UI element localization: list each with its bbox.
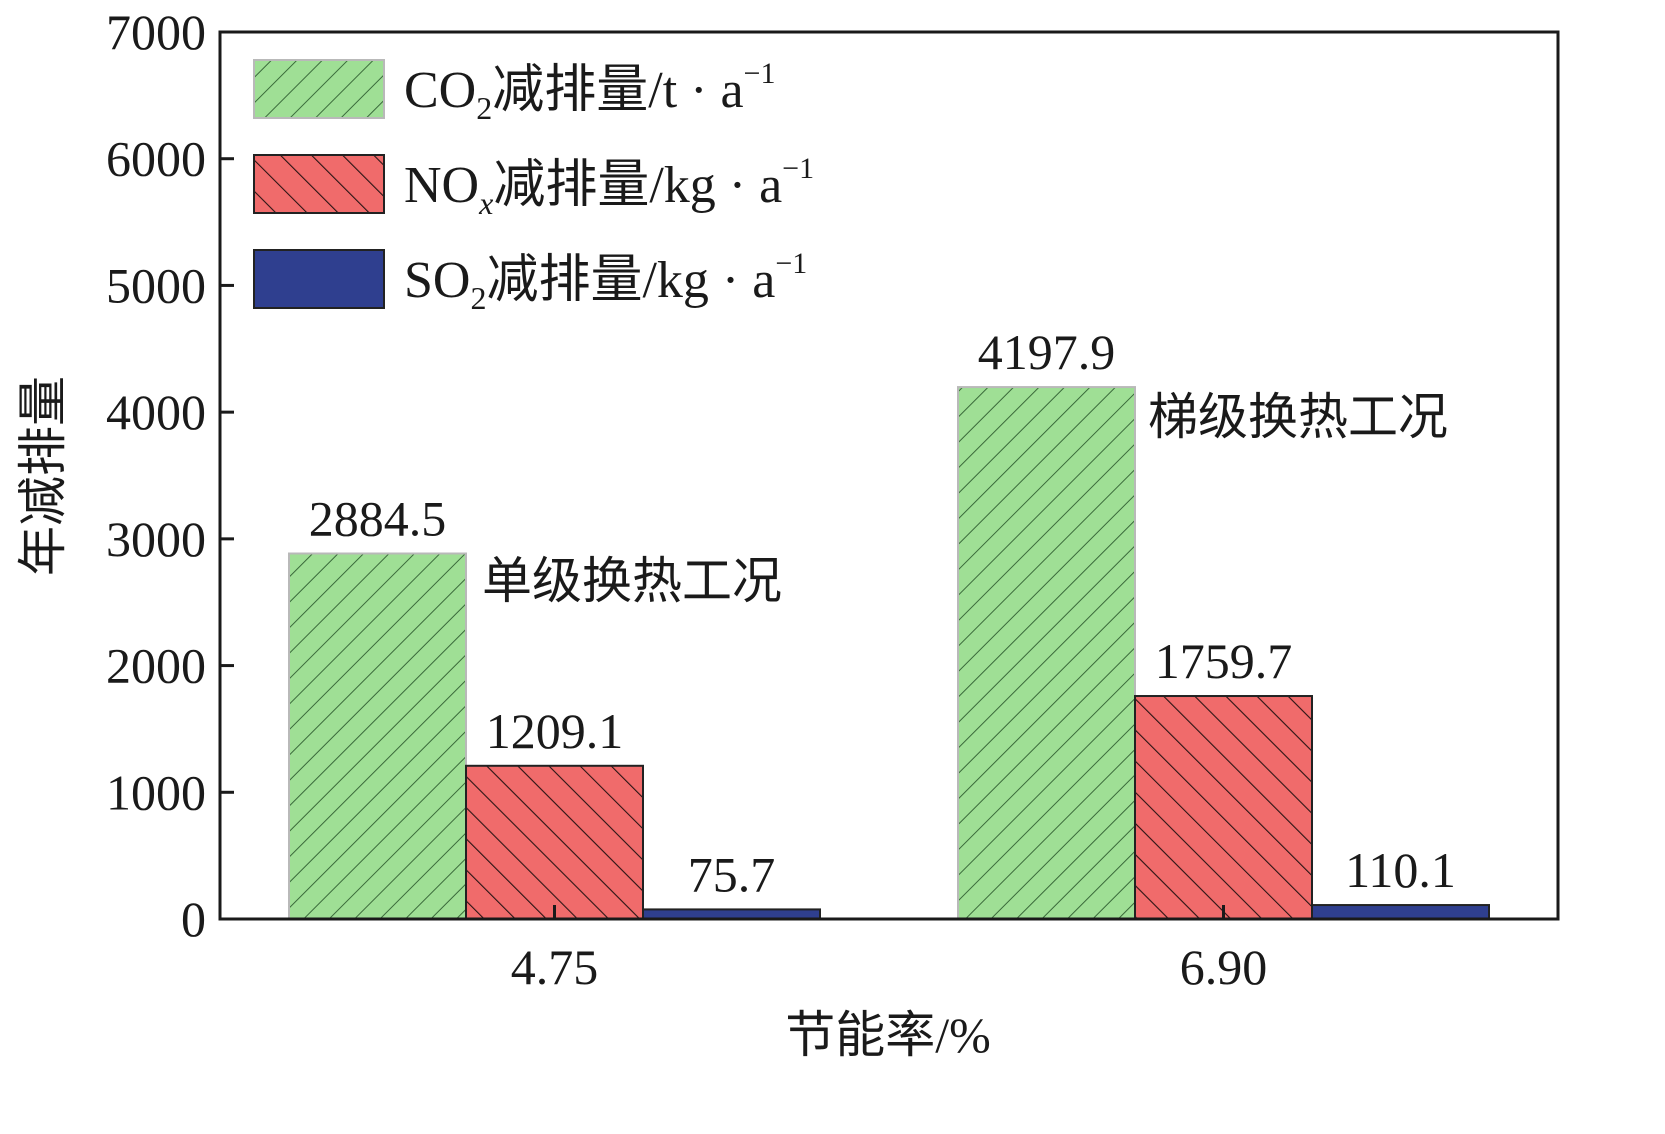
- y-tick-label: 7000: [106, 4, 206, 60]
- data-label: 75.7: [688, 846, 776, 902]
- y-tick-label: 6000: [106, 131, 206, 187]
- legend: CO2减排量/t · a−1 NOx减排量/kg · a−1 SO2减排量/kg ·…: [253, 57, 814, 316]
- plot-area-frame: [218, 30, 1560, 921]
- x-axis: 4.75 6.90: [511, 905, 1268, 995]
- bar-series-0-cat-1: [957, 386, 1136, 920]
- legend-swatch: [253, 59, 385, 119]
- y-tick-label: 3000: [106, 511, 206, 567]
- bar-series-2-cat-1: [1311, 904, 1490, 921]
- y-axis: 0 1000 2000 3000 4000 5000 6000 7000: [106, 4, 234, 947]
- bars-layer: [288, 386, 1490, 921]
- x-axis-title: 节能率/%: [785, 1007, 991, 1063]
- bar-series-1-cat-0: [465, 764, 644, 920]
- y-tick-label: 1000: [106, 764, 206, 820]
- legend-entry: CO2减排量/t · a−1: [253, 57, 775, 126]
- data-label: 2884.5: [309, 490, 447, 546]
- annotation-single-stage: 单级换热工况: [482, 553, 782, 609]
- y-tick-label: 0: [181, 891, 206, 947]
- legend-label: SO2减排量/kg · a−1: [404, 247, 807, 316]
- legend-entry: NOx减排量/kg · a−1: [253, 152, 814, 221]
- legend-label: NOx减排量/kg · a−1: [404, 152, 814, 221]
- y-tick-label: 4000: [106, 384, 206, 440]
- data-labels-layer: 2884.5 1209.1 75.7 4197.9 1759.7 110.1: [309, 324, 1456, 902]
- annotation-cascade: 梯级换热工况: [1148, 389, 1448, 445]
- legend-swatch: [253, 249, 385, 309]
- legend-label: CO2减排量/t · a−1: [404, 57, 775, 126]
- bar-series-1-cat-1: [1134, 695, 1313, 920]
- data-label: 4197.9: [978, 324, 1116, 380]
- y-tick-label: 5000: [106, 257, 206, 313]
- data-label: 110.1: [1345, 842, 1456, 898]
- legend-entry: SO2减排量/kg · a−1: [253, 247, 807, 316]
- data-label: 1209.1: [486, 703, 624, 759]
- legend-swatch: [253, 154, 385, 214]
- y-tick-label: 2000: [106, 638, 206, 694]
- x-tick-label: 4.75: [511, 939, 599, 995]
- bar-series-0-cat-0: [288, 552, 467, 920]
- data-label: 1759.7: [1155, 633, 1293, 689]
- x-tick-label: 6.90: [1180, 939, 1268, 995]
- y-axis-title: 年减排量: [15, 376, 71, 576]
